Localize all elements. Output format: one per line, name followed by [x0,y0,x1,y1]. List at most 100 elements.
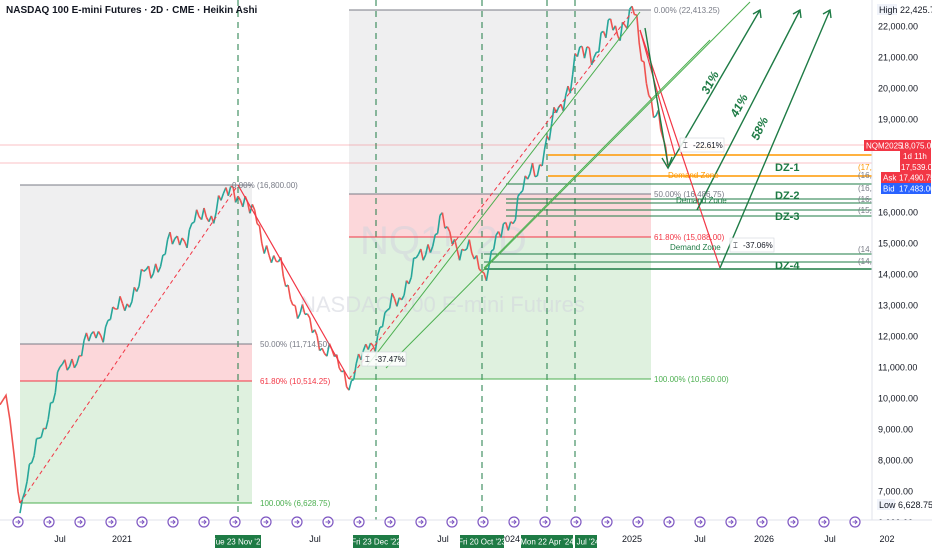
price-bar [381,312,386,327]
price-bar [541,148,546,167]
fib-left-level-label: 0.00% (16,800.00) [232,181,298,190]
price-bar [116,296,121,310]
measure-box [679,137,725,153]
price-bar [420,248,424,261]
price-bar [193,209,198,223]
price-bar [45,419,49,430]
price-bar [415,253,420,259]
price-bar [237,195,242,201]
price-bar [80,340,85,357]
price-bar [543,135,548,150]
symbol-tag-price: 18,075.00 [900,142,932,151]
price-axis-tick: 19,000.00 [878,114,918,124]
price-bar [64,359,68,371]
channel-lower [483,39,711,269]
date-tag-bg [353,535,399,548]
price-bar [326,343,331,357]
price-bar [631,5,636,15]
event-marker-arrow [232,519,238,525]
event-marker-arrow [108,519,114,525]
channel-upper [366,11,641,367]
price-bar [292,304,296,307]
price-bar [138,269,143,287]
price-bar [258,225,263,244]
event-marker-arrow [604,519,610,525]
price-bar [609,18,614,31]
time-axis-label: 202 [879,534,894,544]
fib-right-level-label: 0.00% (22,413.25) [654,6,720,15]
price-bar [59,363,64,368]
measure-icon: ⌶ [733,241,738,250]
price-bar [66,366,71,371]
price-bar [370,342,374,346]
time-axis-label: Jul [824,534,836,544]
projection-arrow-head [752,8,762,19]
price-axis-tick: 12,000.00 [878,331,918,341]
measure-label: -22.61% [693,141,723,150]
price-bar [490,248,495,252]
event-marker-arrow [201,519,207,525]
price-bar [351,378,355,382]
event-marker-arrow [635,519,641,525]
event-marker-arrow [759,519,765,525]
fib-right-level-label: 61.80% (15,088.00) [654,233,725,242]
time-axis-label: 2026 [754,534,774,544]
price-bar [583,46,588,59]
price-axis-tick: 8,000.00 [878,456,913,466]
event-marker-arrow [666,519,672,525]
price-bar [191,221,195,225]
price-bar [150,273,155,279]
date-tag-bg [575,535,597,548]
price-bar [429,245,434,253]
dz-label-2: DZ-2 [775,190,799,202]
demand-zone-label: Demand Zone [676,196,727,205]
price-bar [424,244,429,256]
projection-arrow-line [696,9,801,211]
arrow-down-line [644,27,669,166]
price-bar [367,342,372,350]
price-bar [135,285,140,292]
price-bar [475,255,480,270]
price-bar [43,427,47,430]
price-bar [73,363,78,369]
price-bar [384,309,388,314]
price-bar [38,436,42,439]
price-bar [33,438,38,456]
date-tag-label: Fri 23 Dec '22 [351,538,401,547]
price-bar [296,313,301,319]
price-bar [492,234,497,250]
price-bar [270,255,275,264]
price-bar [636,14,640,43]
price-bar [564,85,569,96]
price-bar [376,326,381,336]
date-tag-bg [215,535,261,548]
measure-icon: ⌶ [683,141,688,150]
price-bar [614,25,619,37]
date-tag-label: Fri 20 Oct '23 [458,538,506,547]
price-bar [598,32,602,53]
price-bar [512,219,517,225]
event-marker-arrow [573,519,579,525]
price-bar [408,277,413,285]
time-axis-label: Jul [309,534,321,544]
trend-drop-2022 [237,184,350,380]
price-bar [336,354,340,369]
price-bar [441,212,446,229]
fib-right-level-label: 100.00% (10,560.00) [654,375,729,384]
projection-pct-label: 41% [727,91,751,120]
price-bar [478,268,483,272]
measure-label: -37.47% [375,355,405,364]
event-marker-arrow [728,519,734,525]
watermark-name: NASDAQ 100 E-mini Futures [300,292,585,317]
price-axis-tick: 13,000.00 [878,300,918,310]
price-bar [186,229,191,249]
fib-left-lower-box [20,381,252,503]
price-bar [536,164,541,177]
ask-value: 17,490.75 [899,174,932,183]
event-marker-arrow [263,519,269,525]
price-bar [343,370,348,388]
price-bar [162,253,166,256]
price-axis-bg[interactable] [872,0,932,520]
